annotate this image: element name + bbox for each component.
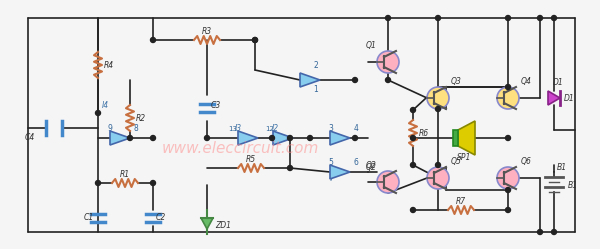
Text: C1: C1 (84, 213, 94, 222)
Circle shape (410, 163, 415, 168)
Circle shape (253, 38, 257, 43)
Circle shape (505, 207, 511, 212)
Circle shape (410, 108, 415, 113)
Circle shape (353, 135, 358, 140)
Circle shape (95, 111, 101, 116)
Polygon shape (548, 91, 560, 105)
Text: D1: D1 (553, 78, 564, 87)
Circle shape (427, 87, 449, 109)
Text: I3: I3 (235, 124, 242, 133)
Text: 6: 6 (354, 158, 359, 167)
Text: ZD1: ZD1 (215, 221, 231, 230)
Text: R4: R4 (104, 61, 114, 69)
Text: C3: C3 (211, 101, 221, 110)
Circle shape (410, 135, 415, 140)
Circle shape (436, 107, 440, 112)
Text: R3: R3 (202, 26, 212, 36)
Circle shape (386, 15, 391, 20)
Circle shape (151, 135, 155, 140)
Text: 1: 1 (313, 85, 318, 94)
Circle shape (377, 51, 399, 73)
Circle shape (253, 38, 257, 43)
Circle shape (308, 135, 313, 140)
Polygon shape (238, 131, 258, 145)
Text: 7: 7 (328, 174, 333, 183)
Text: SP1: SP1 (457, 153, 471, 162)
Circle shape (505, 84, 511, 89)
Text: Q4: Q4 (521, 77, 532, 86)
Text: B1: B1 (557, 163, 567, 172)
Text: R5: R5 (246, 154, 256, 164)
Text: 5: 5 (328, 158, 333, 167)
Circle shape (95, 181, 101, 186)
Circle shape (436, 15, 440, 20)
Circle shape (497, 167, 519, 189)
Polygon shape (201, 218, 213, 229)
Text: Q3: Q3 (451, 77, 462, 86)
Text: Q2: Q2 (366, 161, 377, 170)
Text: www.eleccircuit.com: www.eleccircuit.com (161, 140, 319, 155)
Circle shape (269, 135, 275, 140)
Text: D1: D1 (564, 94, 575, 103)
Polygon shape (330, 165, 350, 179)
Text: R1: R1 (120, 170, 130, 179)
Text: R6: R6 (419, 128, 429, 137)
Circle shape (538, 230, 542, 235)
Polygon shape (453, 130, 458, 146)
Text: R2: R2 (136, 114, 146, 123)
Circle shape (151, 181, 155, 186)
Circle shape (386, 77, 391, 82)
Text: 12: 12 (265, 126, 274, 132)
Text: Q2: Q2 (366, 163, 377, 172)
Polygon shape (273, 131, 293, 145)
Text: R7: R7 (456, 196, 466, 205)
Circle shape (205, 135, 209, 140)
Text: 2: 2 (313, 61, 318, 70)
Text: 8: 8 (133, 124, 138, 133)
Text: 9: 9 (108, 124, 113, 133)
Circle shape (538, 15, 542, 20)
Circle shape (128, 135, 133, 140)
Text: Q5: Q5 (451, 157, 462, 166)
Text: B1: B1 (568, 181, 578, 189)
Text: Q6: Q6 (521, 157, 532, 166)
Text: 3: 3 (328, 124, 333, 133)
Circle shape (427, 167, 449, 189)
Text: Q1: Q1 (366, 41, 377, 50)
Circle shape (505, 187, 511, 192)
Circle shape (287, 135, 293, 140)
Polygon shape (458, 121, 475, 155)
Text: 4: 4 (354, 124, 359, 133)
Circle shape (551, 15, 557, 20)
Circle shape (436, 163, 440, 168)
Circle shape (551, 230, 557, 235)
Circle shape (151, 38, 155, 43)
Text: I4: I4 (102, 101, 109, 110)
Text: C4: C4 (25, 133, 35, 142)
Text: I2: I2 (272, 124, 279, 133)
Polygon shape (300, 73, 320, 87)
Polygon shape (330, 131, 350, 145)
Polygon shape (110, 131, 130, 145)
Circle shape (505, 135, 511, 140)
Circle shape (287, 166, 293, 171)
Circle shape (410, 207, 415, 212)
Circle shape (505, 15, 511, 20)
Circle shape (353, 77, 358, 82)
Text: C2: C2 (156, 213, 166, 222)
Text: 13: 13 (228, 126, 237, 132)
Circle shape (497, 87, 519, 109)
Circle shape (377, 171, 399, 193)
